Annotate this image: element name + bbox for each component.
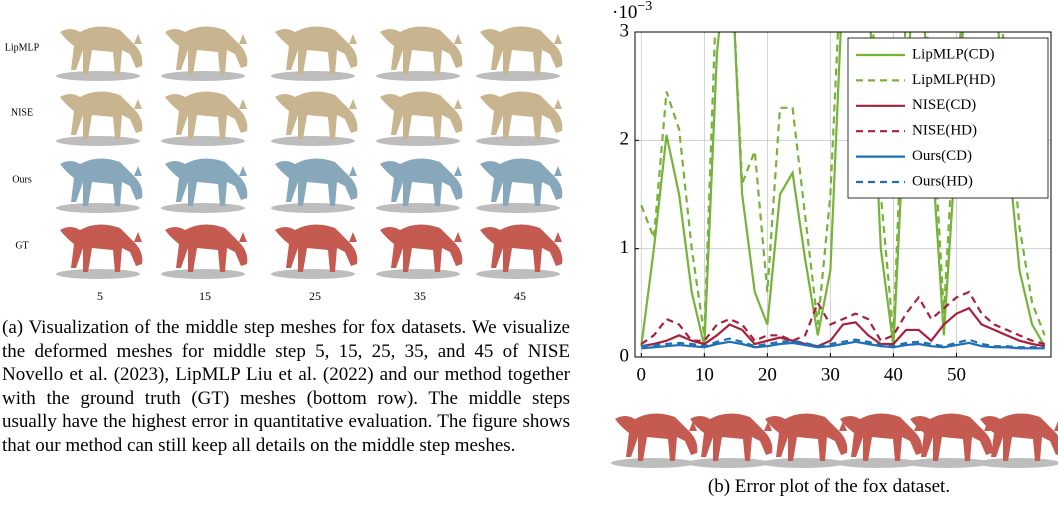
row-label: LipMLP: [5, 42, 40, 53]
mesh-image: [56, 224, 142, 279]
mesh-image: [611, 413, 697, 468]
column-label: 15: [199, 289, 211, 303]
y-multiplier-base: ·10: [612, 2, 637, 23]
mesh-image: [56, 26, 142, 81]
row-label: NISE: [11, 107, 33, 118]
mesh-image: [56, 91, 142, 146]
x-tick-label: 40: [884, 364, 903, 385]
mesh-image: [161, 26, 247, 81]
legend-label: LipMLP(HD): [912, 72, 995, 88]
mesh-image: [271, 158, 357, 213]
mesh-image: [476, 26, 562, 81]
mesh-image: [376, 91, 462, 146]
error-plot: 0 10 20 30 40 50 0 1 2 3 ·10−3 LipMLP(CD) LipMLP(H…: [612, 0, 1051, 385]
y-tick-label: 0: [620, 345, 630, 366]
mesh-image: [476, 158, 562, 213]
y-tick-label: 2: [620, 129, 630, 150]
mesh-image: [761, 413, 847, 468]
x-tick-label: 30: [821, 364, 840, 385]
page: LipMLP NISE Ours GT 5 15 25 35 45 0 10 20 30 40 50 0 1 2…: [0, 0, 1058, 516]
mesh-image: [271, 91, 357, 146]
column-label: 5: [97, 289, 103, 303]
y-tick-label: 3: [620, 20, 630, 41]
x-tick-label: 50: [947, 364, 966, 385]
legend-label: NISE(HD): [912, 123, 977, 139]
legend-label: Ours(CD): [912, 148, 972, 164]
mesh-image: [686, 413, 772, 468]
mesh-image: [271, 224, 357, 279]
legend-label: Ours(HD): [912, 173, 973, 189]
caption-b: (b) Error plot of the fox dataset.: [600, 476, 1058, 498]
mesh-image: [476, 224, 562, 279]
mesh-image: [476, 91, 562, 146]
mesh-image: [836, 413, 922, 468]
row-label: GT: [15, 240, 28, 251]
series-line: [641, 308, 1044, 346]
legend-label: LipMLP(CD): [912, 46, 995, 62]
x-tick-label: 20: [758, 364, 777, 385]
mesh-image: [376, 26, 462, 81]
column-label: 45: [514, 289, 526, 303]
mesh-image: [161, 158, 247, 213]
mesh-image: [271, 26, 357, 81]
y-multiplier-exponent: −3: [637, 0, 652, 14]
mesh-image: [376, 224, 462, 279]
column-label: 25: [309, 289, 321, 303]
row-label: Ours: [12, 174, 32, 185]
y-multiplier: ·10−3: [612, 0, 652, 23]
mesh-image: [376, 158, 462, 213]
x-tick-label: 10: [695, 364, 714, 385]
legend: LipMLP(CD) LipMLP(HD) NISE(CD) NISE(HD) Ours…: [848, 38, 1048, 198]
mesh-image: [56, 158, 142, 213]
legend-label: NISE(CD): [912, 97, 976, 113]
caption-a: (a) Visualization of the middle step mes…: [2, 316, 570, 457]
mesh-image: [161, 224, 247, 279]
x-tick-label: 0: [637, 364, 647, 385]
column-label: 35: [414, 289, 426, 303]
mesh-image: [161, 91, 247, 146]
y-tick-label: 1: [620, 237, 630, 258]
